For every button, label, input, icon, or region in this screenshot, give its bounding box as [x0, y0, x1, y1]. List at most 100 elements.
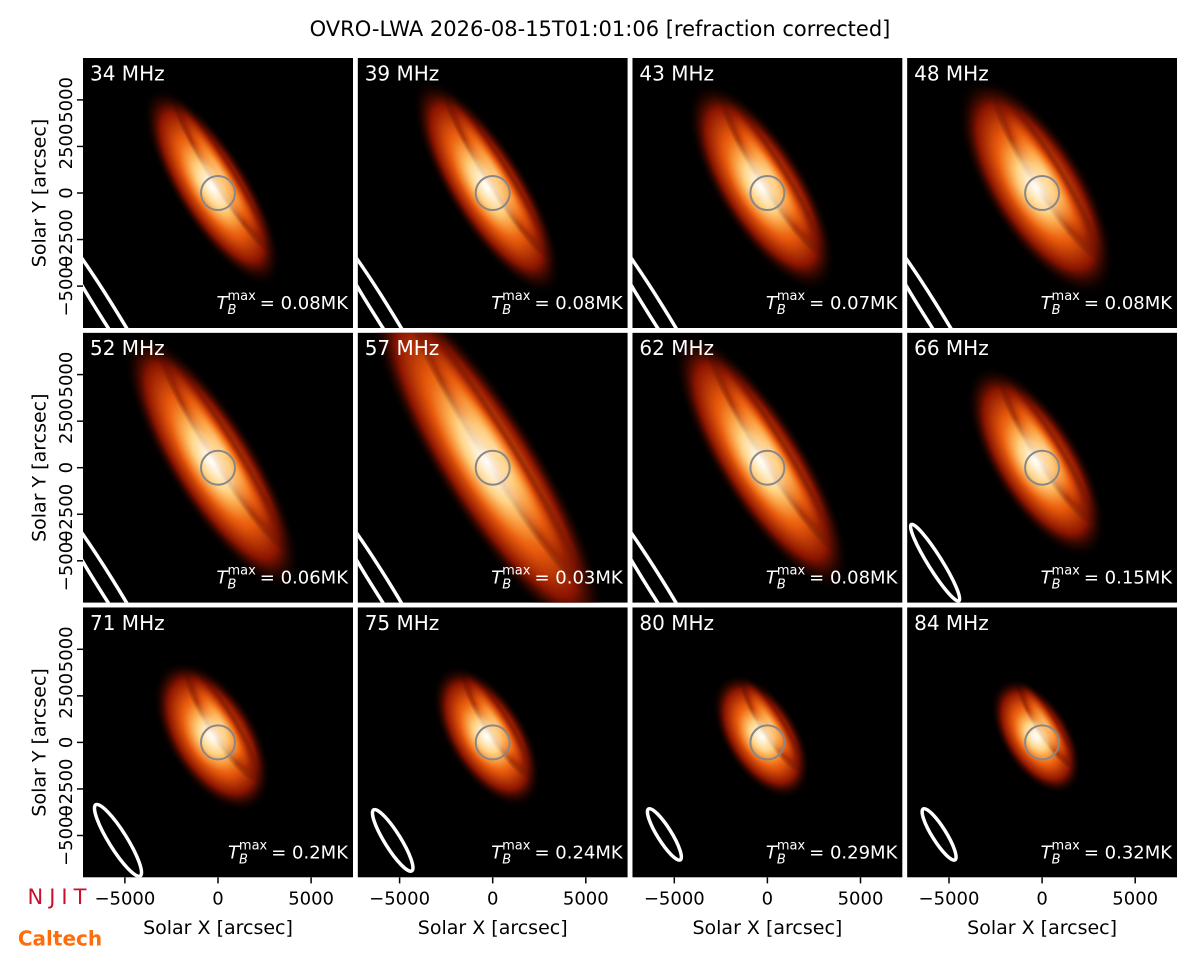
peak-brightness: TBmax = 0.08MK — [491, 289, 624, 318]
tb-sub: B — [1052, 852, 1061, 867]
logo-njit: NJIT — [28, 885, 93, 909]
tb-sup: max — [239, 838, 268, 853]
solar-disk — [1024, 724, 1061, 761]
beam — [907, 221, 985, 328]
y-tick-label: −2500 — [56, 209, 77, 270]
tb-sup: max — [777, 563, 806, 578]
x-tick-label: −5000 — [919, 888, 980, 909]
tb-sub: B — [777, 303, 786, 318]
x-tick-label: −5000 — [644, 888, 705, 909]
solar-disk — [749, 449, 786, 486]
tb-symbol: T — [491, 842, 504, 863]
x-tick-label: 0 — [487, 888, 498, 909]
x-tick-label: 0 — [212, 888, 223, 909]
x-tick-label: 0 — [1036, 888, 1047, 909]
solar-disk — [474, 724, 511, 761]
panel: 66 MHz TBmax = 0.15MK — [907, 332, 1178, 603]
emission-core — [431, 380, 543, 544]
tb-sup: max — [502, 563, 531, 578]
tb-sub: B — [228, 577, 237, 592]
tb-symbol: T — [217, 293, 230, 314]
y-tick-label: 0 — [56, 187, 77, 198]
solar-disk — [200, 724, 236, 761]
emission-core — [998, 137, 1074, 237]
panel-title: 75 MHz — [365, 611, 440, 635]
beam — [645, 806, 684, 862]
tb-sub: B — [1052, 303, 1061, 318]
panel: 43 MHz TBmax = 0.07MK — [632, 58, 903, 328]
panel-title: 71 MHz — [90, 611, 165, 635]
y-tick-label: −5000 — [56, 805, 77, 866]
tb-sup: max — [777, 289, 806, 304]
solar-disk — [474, 449, 511, 486]
y-tick-label: 2500 — [56, 398, 77, 444]
panel: 39 MHz TBmax = 0.08MK — [357, 58, 628, 328]
emission-core — [451, 137, 522, 237]
solar-disk — [200, 175, 236, 211]
tb-symbol: T — [1041, 293, 1054, 314]
tb-value: = 0.07MK — [809, 293, 898, 314]
x-tick-label: −5000 — [94, 888, 155, 909]
peak-brightness: TBmax = 0.03MK — [491, 563, 624, 592]
tb-symbol: T — [1041, 568, 1054, 589]
tb-value: = 0.06MK — [260, 568, 349, 589]
y-axis-label: Solar Y [arcsec] — [29, 393, 51, 541]
emission-core — [179, 141, 245, 233]
tb-value: = 0.2MK — [271, 842, 349, 863]
panel-title: 84 MHz — [914, 611, 989, 635]
beam — [83, 496, 161, 603]
x-axis-label: Solar X [arcsec] — [418, 917, 568, 939]
y-tick-label: 0 — [56, 737, 77, 748]
x-tick-label: 5000 — [838, 888, 884, 909]
solar-disk — [1024, 449, 1061, 486]
panel-title: 48 MHz — [914, 62, 989, 86]
peak-brightness: TBmax = 0.2MK — [228, 838, 349, 867]
tb-sub: B — [239, 852, 248, 867]
tb-sub: B — [502, 852, 511, 867]
tb-sub: B — [502, 303, 511, 318]
panel: 62 MHz TBmax = 0.08MK — [632, 332, 903, 603]
y-tick-label: 5000 — [56, 352, 77, 398]
tb-sub: B — [502, 577, 511, 592]
solar-disk — [749, 724, 786, 761]
panel: 75 MHz TBmax = 0.24MK — [357, 607, 628, 878]
tb-value: = 0.08MK — [809, 568, 898, 589]
emission-core — [170, 402, 254, 521]
y-tick-label: 2500 — [56, 673, 77, 719]
tb-symbol: T — [766, 293, 779, 314]
panel: 48 MHz TBmax = 0.08MK — [907, 58, 1178, 328]
peak-brightness: TBmax = 0.15MK — [1041, 563, 1174, 592]
emission-core — [719, 402, 803, 521]
y-tick-label: −2500 — [56, 484, 77, 545]
panel-title: 43 MHz — [639, 62, 714, 86]
beam — [632, 221, 710, 328]
peak-brightness: TBmax = 0.32MK — [1041, 838, 1174, 867]
beam — [357, 496, 435, 603]
emission-core — [1013, 709, 1059, 764]
tb-sup: max — [1052, 838, 1081, 853]
y-tick-label: 5000 — [56, 77, 77, 123]
panel: 57 MHz TBmax = 0.03MK — [357, 332, 628, 603]
panel-title: 62 MHz — [639, 336, 714, 360]
emission-core — [1002, 417, 1070, 506]
panel: 52 MHz TBmax = 0.06MK — [83, 332, 353, 603]
tb-symbol: T — [1041, 842, 1054, 863]
panel: 71 MHz TBmax = 0.2MK — [83, 607, 353, 878]
y-tick-label: −5000 — [56, 530, 77, 591]
x-tick-label: 5000 — [563, 888, 609, 909]
tb-sup: max — [1052, 563, 1081, 578]
beam — [92, 802, 144, 878]
peak-brightness: TBmax = 0.08MK — [766, 563, 899, 592]
x-axis-label: Solar X [arcsec] — [967, 917, 1117, 939]
panel: 84 MHz TBmax = 0.32MK — [907, 607, 1178, 878]
emission-core — [182, 701, 242, 772]
y-axis-label: Solar Y [arcsec] — [29, 668, 51, 816]
peak-brightness: TBmax = 0.06MK — [217, 563, 350, 592]
y-tick-label: 0 — [56, 462, 77, 473]
solar-disk — [200, 449, 236, 486]
peak-brightness: TBmax = 0.08MK — [217, 289, 350, 318]
tb-symbol: T — [766, 842, 779, 863]
peak-brightness: TBmax = 0.24MK — [491, 838, 624, 867]
